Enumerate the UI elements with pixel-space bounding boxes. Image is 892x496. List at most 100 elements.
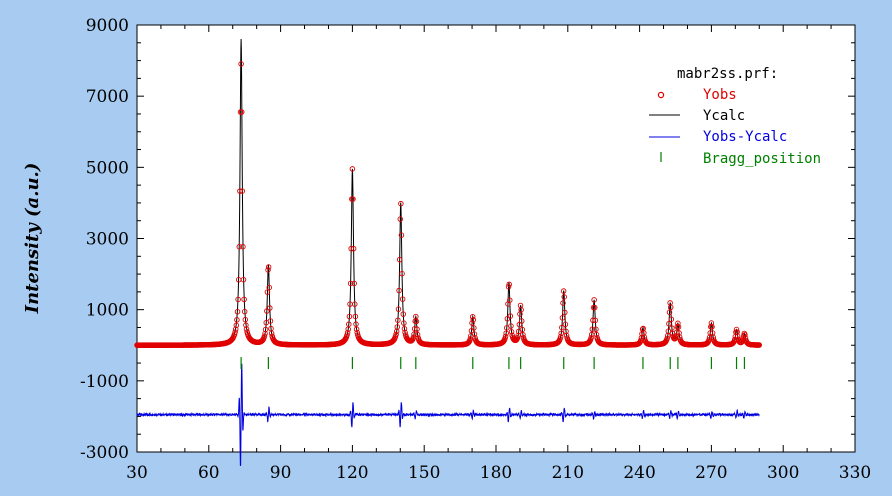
yobs-point	[264, 308, 270, 314]
yobs-point	[346, 313, 353, 320]
yobs-point	[592, 317, 599, 324]
yobs-point	[266, 284, 272, 291]
yobs-point	[672, 335, 678, 342]
yobs-point	[394, 324, 401, 330]
legend-title: mabr2ss.prf:	[677, 66, 778, 82]
y-tick-label: 7000	[86, 87, 129, 107]
yobs-point	[708, 320, 715, 326]
yobs-point	[243, 322, 249, 328]
yobs-point	[560, 300, 566, 306]
y-axis-ticks: 9000 7000 5000 3000 1000 -1000 -3000	[80, 16, 855, 463]
yobs-point	[472, 335, 478, 341]
yobs-point	[411, 331, 417, 337]
yobs-point	[508, 323, 514, 329]
yobs-point	[351, 280, 357, 287]
bragg-position-series	[240, 357, 746, 370]
difference-line	[136, 363, 760, 466]
yobs-point	[665, 328, 672, 335]
difference-series	[136, 363, 760, 466]
yobs-point	[267, 305, 273, 311]
yobs-point	[590, 317, 596, 324]
yobs-point	[591, 297, 597, 303]
yobs-point	[639, 326, 646, 332]
yobs-point	[504, 316, 511, 322]
yobs-point	[241, 308, 248, 315]
yobs-point	[518, 307, 524, 313]
yobs-point	[231, 331, 238, 338]
yobs-point	[396, 256, 403, 263]
x-tick-label: 330	[839, 463, 871, 483]
yobs-point	[557, 334, 564, 340]
yobs-point	[414, 331, 421, 338]
yobs-point	[505, 283, 512, 290]
yobs-point	[268, 330, 275, 337]
yobs-point	[267, 318, 274, 324]
yobs-point	[506, 281, 512, 288]
yobs-point	[238, 109, 245, 115]
yobs-point	[348, 245, 354, 252]
yobs-point	[675, 324, 682, 330]
yobs-point	[707, 330, 713, 336]
yobs-point	[234, 317, 240, 323]
yobs-point	[350, 196, 356, 202]
y-tick-label: 9000	[86, 16, 129, 36]
yobs-point	[237, 188, 243, 194]
yobs-point	[398, 200, 404, 207]
yobs-point	[414, 326, 420, 332]
yobs-point	[733, 326, 740, 333]
yobs-point	[264, 289, 271, 295]
legend-yobs-label: Yobs	[703, 87, 737, 103]
yobs-point	[232, 329, 238, 335]
yobs-point	[666, 309, 673, 316]
yobs-point	[557, 336, 563, 342]
yobs-point	[401, 326, 408, 332]
yobs-point	[411, 326, 418, 332]
y-tick-label: -3000	[80, 443, 129, 463]
yobs-point	[395, 317, 401, 323]
yobs-point	[396, 287, 402, 294]
yobs-point	[240, 276, 247, 283]
yobs-point	[259, 338, 265, 344]
yobs-point	[233, 322, 240, 329]
yobs-point	[558, 330, 564, 337]
yobs-point	[756, 342, 763, 348]
yobs-point	[393, 331, 399, 338]
yobs-point	[503, 330, 509, 336]
yobs-point	[519, 326, 526, 333]
yobs-point	[265, 267, 271, 273]
yobs-point	[346, 321, 352, 327]
yobs-point	[398, 232, 405, 238]
yobs-point	[675, 320, 681, 327]
yobs-point	[413, 318, 420, 325]
yobs-point	[352, 301, 358, 307]
yobs-point	[667, 304, 674, 311]
yobs-point	[593, 331, 600, 338]
yobs-point	[232, 326, 239, 332]
yobs-point	[559, 324, 565, 331]
yobs-point	[261, 333, 268, 340]
x-tick-label: 270	[695, 463, 727, 483]
yobs-point	[395, 306, 402, 312]
yobs-point	[664, 335, 670, 342]
yobs-point	[507, 297, 513, 303]
yobs-point	[347, 280, 354, 287]
y-tick-label: 1000	[86, 301, 129, 321]
yobs-point	[591, 304, 598, 311]
yobs-point	[401, 320, 407, 326]
yobs-point	[234, 309, 241, 315]
yobs-point	[709, 324, 715, 330]
yobs-point	[471, 325, 477, 331]
legend: mabr2ss.prf: Yobs Ycalc Yobs-Ycalc Bragg…	[649, 66, 821, 167]
yobs-point	[242, 316, 249, 323]
x-tick-label: 90	[270, 463, 292, 483]
yobs-point	[344, 329, 351, 336]
yobs-point	[585, 339, 592, 346]
yobs-point	[235, 296, 241, 303]
yobs-point	[673, 329, 680, 335]
yobs-point	[265, 264, 272, 270]
yobs-point	[397, 216, 404, 222]
legend-diff-label: Yobs-Ycalc	[703, 129, 787, 145]
yobs-point	[345, 326, 351, 332]
yobs-point	[666, 320, 672, 327]
yobs-point	[344, 332, 350, 338]
